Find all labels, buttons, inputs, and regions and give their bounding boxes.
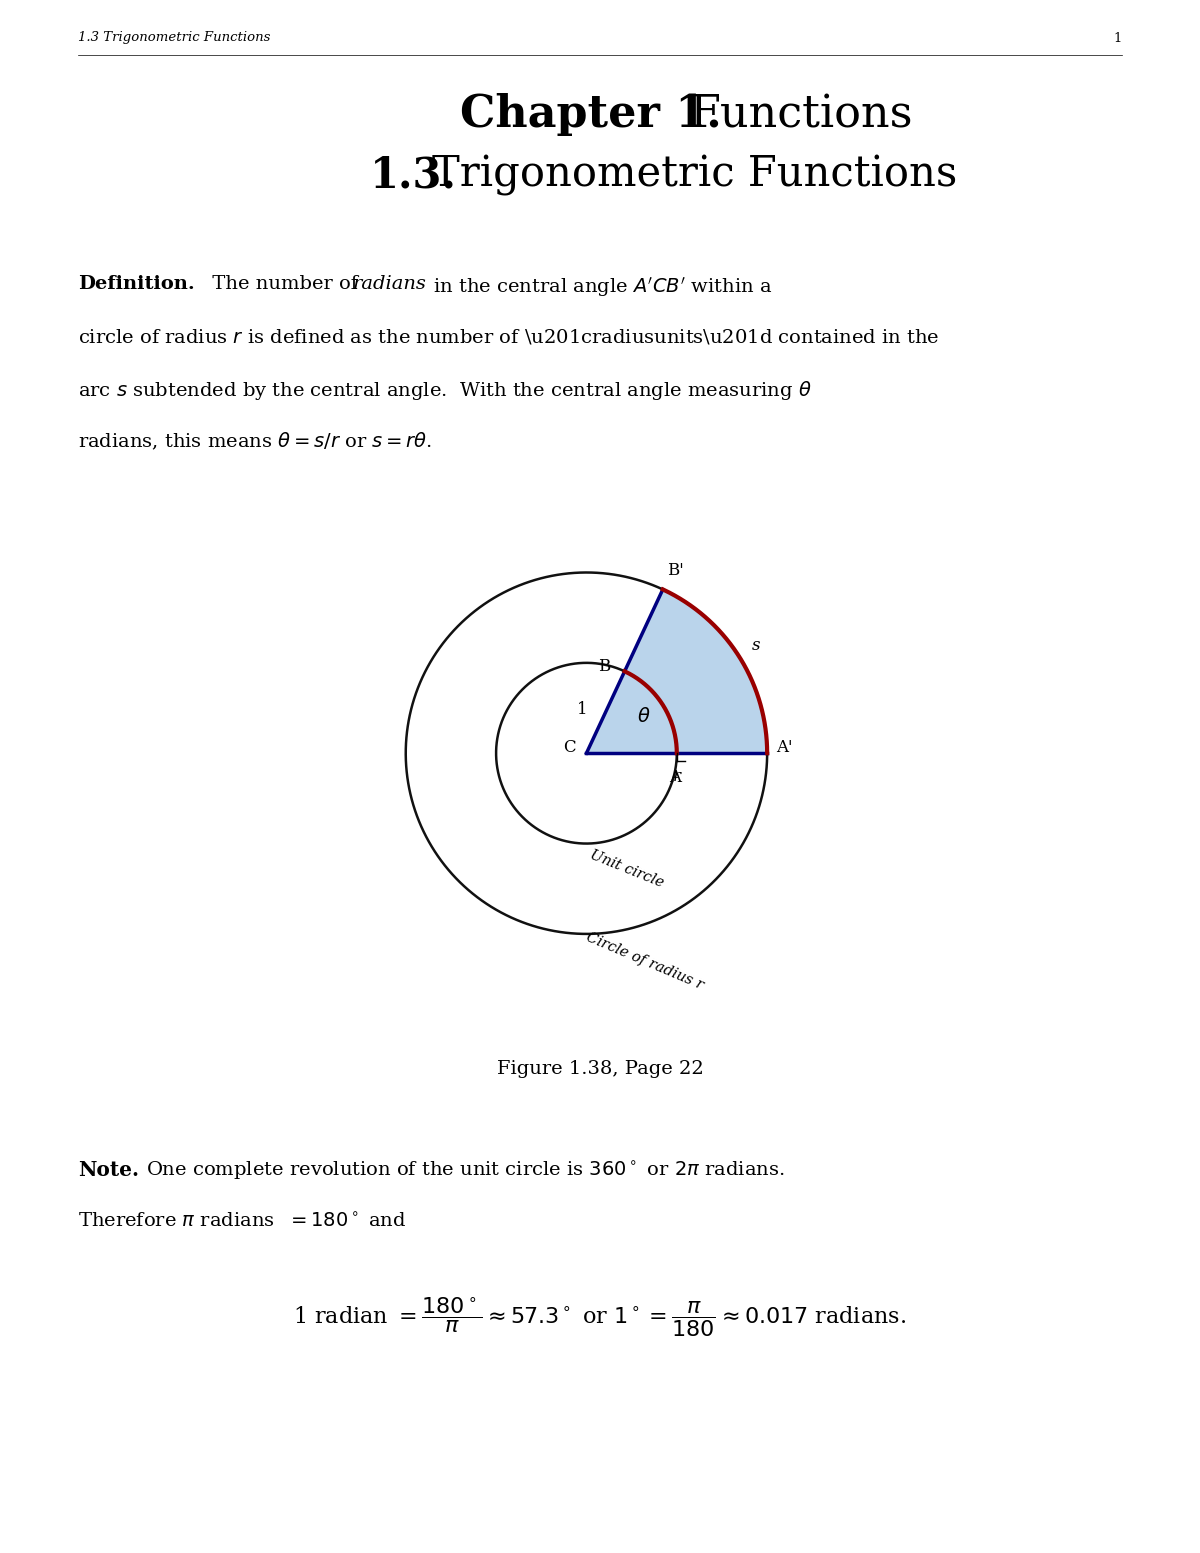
Text: A: A [668, 769, 680, 786]
Text: C: C [563, 739, 576, 756]
Text: Circle of radius r: Circle of radius r [584, 930, 706, 992]
Polygon shape [587, 590, 767, 753]
Text: One complete revolution of the unit circle is $360^\circ$ or $2\pi$ radians.: One complete revolution of the unit circ… [146, 1160, 785, 1183]
Text: r: r [673, 767, 680, 784]
Text: circle of radius $r$ is defined as the number of \u201cradiusunits\u201d contain: circle of radius $r$ is defined as the n… [78, 328, 940, 346]
Text: B': B' [667, 562, 684, 579]
Text: Unit circle: Unit circle [588, 848, 666, 890]
Text: Functions: Functions [690, 93, 913, 137]
Text: in the central angle $A'CB'$ within a: in the central angle $A'CB'$ within a [427, 275, 773, 300]
Text: The number of: The number of [206, 275, 365, 294]
Text: Trigonometric Functions: Trigonometric Functions [432, 154, 958, 196]
Text: Definition.: Definition. [78, 275, 194, 294]
Text: 1: 1 [577, 700, 588, 717]
Text: 1.3.: 1.3. [370, 154, 457, 196]
Text: Chapter 1.: Chapter 1. [460, 93, 721, 137]
Text: radians, this means $\theta = s/r$ or $s = r\theta$.: radians, this means $\theta = s/r$ or $s… [78, 432, 432, 452]
Text: s: s [751, 637, 760, 654]
Text: Therefore $\pi$ radians $\ =180^\circ$ and: Therefore $\pi$ radians $\ =180^\circ$ a… [78, 1211, 407, 1232]
Text: arc $s$ subtended by the central angle.  With the central angle measuring $\thet: arc $s$ subtended by the central angle. … [78, 379, 811, 402]
Text: radians: radians [353, 275, 427, 294]
Text: 1 radian $= \dfrac{180^\circ}{\pi} \approx 57.3^\circ$ or $1^\circ = \dfrac{\pi}: 1 radian $= \dfrac{180^\circ}{\pi} \appr… [294, 1295, 906, 1339]
Text: Figure 1.38, Page 22: Figure 1.38, Page 22 [497, 1061, 703, 1078]
Text: A': A' [776, 739, 793, 756]
Text: 1.3 Trigonometric Functions: 1.3 Trigonometric Functions [78, 31, 270, 45]
Text: Note.: Note. [78, 1160, 139, 1180]
Text: B: B [598, 658, 610, 676]
Text: $\theta$: $\theta$ [637, 707, 650, 727]
Text: 1: 1 [1114, 31, 1122, 45]
